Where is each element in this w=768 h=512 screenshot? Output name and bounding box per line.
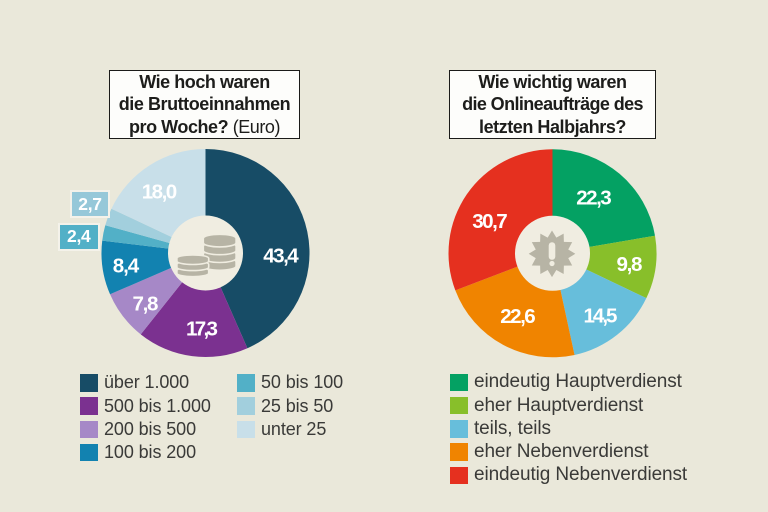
svg-text:30,7: 30,7 <box>472 210 508 233</box>
svg-text:22,3: 22,3 <box>576 187 612 210</box>
svg-text:43,4: 43,4 <box>263 245 299 268</box>
svg-text:18,0: 18,0 <box>142 180 178 203</box>
svg-text:14,5: 14,5 <box>584 305 618 328</box>
svg-text:17,3: 17,3 <box>186 318 218 341</box>
svg-text:7,8: 7,8 <box>133 293 159 316</box>
svg-text:9,8: 9,8 <box>617 253 643 276</box>
svg-text:22,6: 22,6 <box>500 305 536 328</box>
svg-text:8,4: 8,4 <box>113 255 140 278</box>
